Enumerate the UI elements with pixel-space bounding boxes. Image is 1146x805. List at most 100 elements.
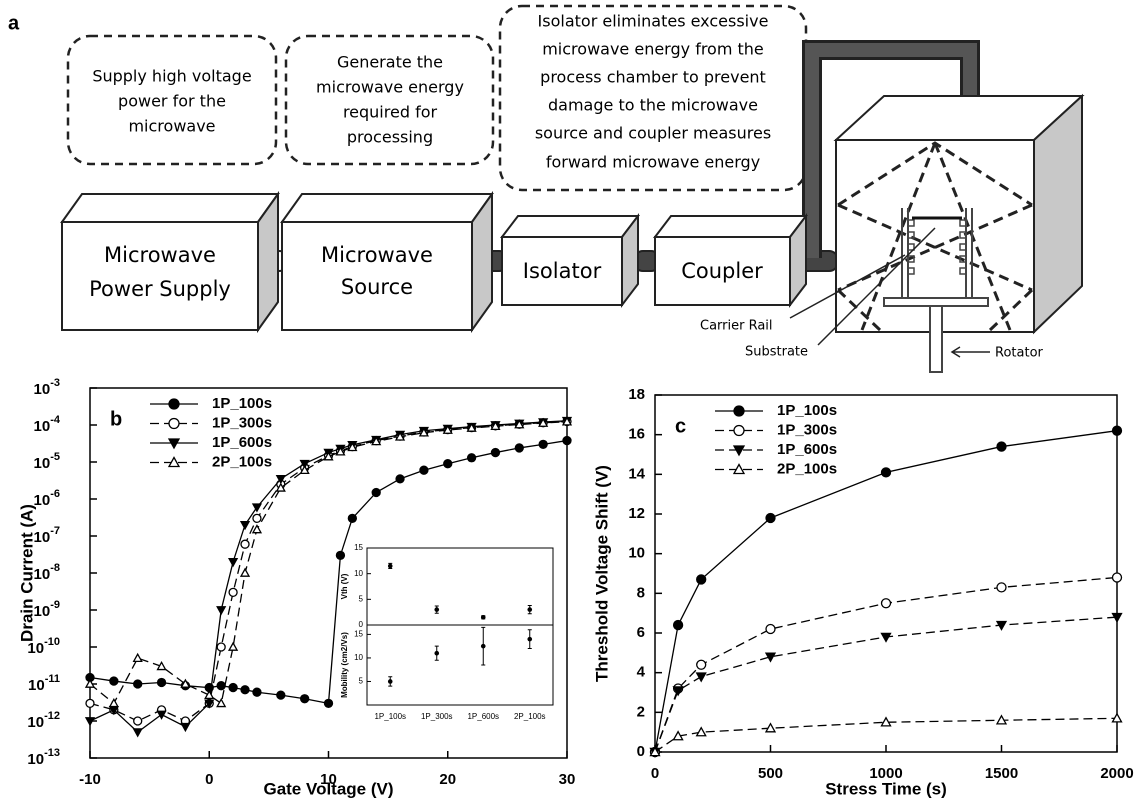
y-tick-label: 0 [637,743,645,760]
inset-y-tick-label: 0 [359,620,364,629]
inset-background [367,548,553,705]
y-tick-label: 10-13 [27,747,60,768]
note-text: process chamber to prevent [540,68,766,87]
data-point [86,699,94,707]
data-point [697,660,706,669]
note-text: Isolator eliminates excessive [538,12,769,31]
data-point [301,695,309,703]
y-tick-base: 10 [34,381,51,398]
y-tick-base: 10 [34,455,51,472]
legend-label: 1P_100s [212,395,272,412]
inset-point [481,644,486,649]
figure: a Supply high voltage power for the micr… [0,0,1146,805]
data-point [253,514,261,522]
data-point [253,504,261,511]
y-tick-exponent: -7 [50,525,60,537]
box-label: Coupler [681,259,763,283]
data-point [882,633,891,641]
data-point [229,588,237,596]
y-tick-label: 4 [637,664,646,681]
data-point [253,688,261,696]
data-point [539,440,547,448]
y-tick-label: 10-4 [34,414,61,435]
inset-point [527,637,532,642]
note-text: damage to the microwave [548,96,758,115]
inset-point [388,679,393,684]
data-point [372,488,380,496]
x-axis-label: Gate Voltage (V) [263,779,393,798]
y-axis-label: Threshold Voltage Shift (V) [592,465,611,682]
note-text: microwave energy from the [542,40,764,59]
x-tick-label: 1500 [985,765,1018,782]
y-tick-label: 2 [637,703,645,720]
x-axis-label: Stress Time (s) [825,779,947,798]
diagram: a Supply high voltage power for the micr… [8,6,1082,372]
y-axis-label: Drain Current (A) [17,504,36,642]
note-text: microwave energy [316,78,464,97]
data-point [1113,573,1122,582]
data-point [217,699,225,706]
data-point [674,621,683,630]
data-point [229,684,237,692]
data-point [491,449,499,457]
legend-marker [169,399,179,409]
box-label: Isolator [523,259,602,283]
legend-label: 1P_600s [777,441,837,458]
y-tick-exponent: -3 [50,377,60,389]
data-point [563,437,571,445]
legend-marker [734,426,744,436]
y-tick-base: 10 [27,751,44,768]
data-point [134,717,142,725]
y-tick-label: 12 [628,505,645,522]
box-label: Power Supply [89,277,231,301]
note-text: Generate the [337,53,443,72]
note-text: source and coupler measures [535,124,771,143]
data-point [110,699,118,706]
part-label: Carrier Rail [700,319,773,334]
data-point [697,673,706,681]
data-point [697,575,706,584]
y-tick-exponent: -8 [50,562,60,574]
data-point [325,699,333,707]
data-point [158,711,166,718]
box-front [62,222,258,330]
data-point [515,444,523,452]
chamber [790,96,1082,372]
note-text: power for the [118,92,226,111]
data-point [468,454,476,462]
page: {"diagram": { "panel_label": "a", "notes… [0,0,1146,805]
data-point [241,522,249,529]
part-label: Substrate [745,345,808,360]
inset-x-tick-label: 1P_300s [421,712,453,721]
y-tick-label: 10-12 [27,710,60,731]
data-point [241,540,249,548]
y-tick-exponent: -6 [50,488,60,500]
data-point [241,686,249,694]
legend-label: 2P_100s [777,460,837,477]
data-point [181,724,189,731]
data-point [882,599,891,608]
x-tick-label: 0 [205,771,213,788]
inset-point [481,615,486,620]
y-tick-exponent: -5 [50,451,60,463]
inset-y-tick-label: 15 [354,543,363,552]
rotator-shaft [930,306,942,372]
y-tick-label: 10-7 [34,525,60,546]
data-point [241,569,249,576]
data-point [229,643,237,650]
inset-y-tick-label: 15 [354,630,363,639]
carrier-plate [884,298,988,306]
y-tick-label: 14 [628,465,645,482]
y-tick-label: 8 [637,584,645,601]
x-tick-label: 500 [758,765,783,782]
data-point [217,643,225,651]
data-point [697,728,706,736]
data-point [882,468,891,477]
inset-y-label: Mobility (cm2/Vs) [340,632,349,698]
legend-label: 2P_100s [212,453,272,470]
y-tick-base: 10 [28,677,45,694]
x-tick-label: 2000 [1100,765,1133,782]
data-point [229,559,237,566]
inset-y-tick-label: 10 [354,653,363,662]
inset-x-tick-label: 1P_100s [374,712,406,721]
